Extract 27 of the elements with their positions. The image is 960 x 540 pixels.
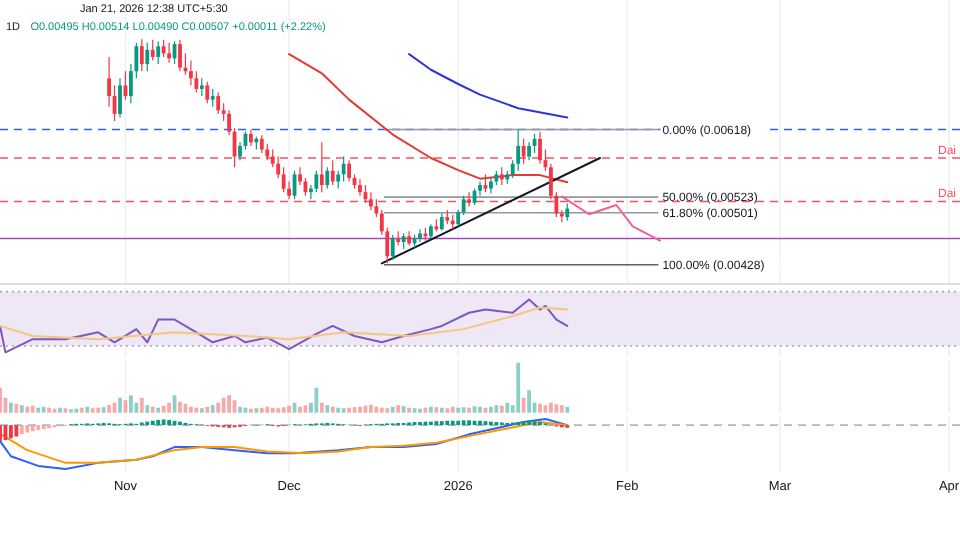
candlestick: [418, 228, 422, 243]
candlestick: [178, 39, 182, 72]
candlestick: [189, 59, 193, 87]
candlestick: [407, 230, 411, 247]
candlestick: [314, 170, 319, 193]
candlestick: [156, 40, 161, 65]
candlestick: [521, 138, 526, 165]
candlestick: [145, 42, 150, 72]
candlestick: [467, 191, 471, 208]
candlestick: [118, 77, 122, 119]
candlestick: [358, 178, 362, 197]
candlestick: [489, 177, 493, 195]
candlestick: [325, 166, 330, 190]
candlestick: [341, 155, 346, 183]
candlestick: [369, 191, 373, 211]
candlestick: [150, 39, 155, 62]
candlestick: [390, 234, 395, 261]
candlestick: [330, 159, 335, 186]
candlestick: [319, 141, 324, 193]
candlestick: [478, 180, 482, 197]
candlestick: [139, 38, 144, 72]
candlestick: [347, 159, 351, 183]
candlestick: [538, 131, 542, 165]
candlestick: [216, 91, 221, 115]
candlestick: [205, 81, 210, 104]
candlestick: [516, 128, 521, 172]
candlestick: [167, 42, 171, 64]
